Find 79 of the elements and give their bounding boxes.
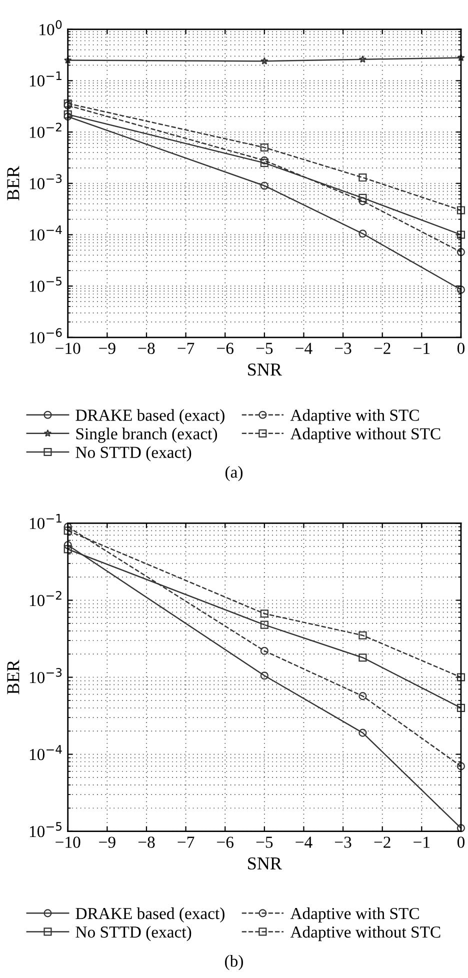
legend-label: Single branch (exact) <box>76 428 218 443</box>
x-tick-label: −9 <box>99 836 116 848</box>
point <box>64 526 72 535</box>
y-axis-title: BER <box>7 166 20 200</box>
point <box>260 610 268 618</box>
point <box>64 541 72 550</box>
x-tick-label: −1 <box>414 836 430 848</box>
text: (b) <box>225 955 243 970</box>
legend-label: Adaptive without STC <box>290 428 440 443</box>
y-axis-title: BER <box>7 660 20 694</box>
point <box>456 230 466 239</box>
point <box>358 728 367 737</box>
point <box>260 143 268 152</box>
y-tick-label: 10$^{−2}$ <box>30 122 62 138</box>
point <box>260 620 268 629</box>
legend-label: No STTD (exact) <box>76 446 192 462</box>
y-tick-label: 10$^{−4}$ <box>30 226 62 241</box>
x-tick-label: −4 <box>296 836 312 848</box>
point <box>64 99 72 108</box>
x-axis-title: SNR <box>248 857 282 870</box>
x-tick-label: −2 <box>374 342 390 354</box>
x-tick-label: −6 <box>217 342 234 354</box>
point <box>358 654 367 662</box>
point <box>456 673 466 682</box>
point <box>64 56 72 64</box>
point <box>64 545 72 554</box>
x-tick-label: −2 <box>374 836 390 848</box>
legend-label: Adaptive without STC <box>290 926 440 942</box>
point <box>64 110 72 118</box>
y-tick-label: 10$^{−1}$ <box>30 71 62 87</box>
legend-label: DRAKE based (exact) <box>76 907 224 923</box>
x-tick-label: 0 <box>457 836 465 848</box>
point <box>457 54 465 62</box>
point <box>358 55 367 63</box>
text: (a) <box>225 466 243 482</box>
x-tick-label: −9 <box>99 342 116 354</box>
x-tick-label: −7 <box>178 342 194 354</box>
y-tick-label: 10$^{0}$ <box>40 20 62 36</box>
y-tick-label: 10$^{−3}$ <box>30 174 62 190</box>
y-tick-label: 10$^{−3}$ <box>30 668 62 684</box>
x-tick-label: −3 <box>335 836 352 848</box>
point <box>358 692 367 700</box>
y-tick-label: 10$^{−1}$ <box>30 514 62 530</box>
x-tick-label: −3 <box>335 342 352 354</box>
x-tick-label: −8 <box>138 342 155 354</box>
x-tick-label: 0 <box>457 342 465 354</box>
x-tick-label: −1 <box>414 342 430 354</box>
legend-label: No STTD (exact) <box>76 926 192 942</box>
legend-label: DRAKE based (exact) <box>76 409 224 424</box>
point <box>358 631 367 640</box>
point <box>456 286 466 294</box>
point <box>358 194 367 202</box>
x-tick-label: −6 <box>217 836 234 848</box>
y-tick-label: 10$^{−5}$ <box>30 276 62 292</box>
y-tick-label: 10$^{−5}$ <box>30 822 62 838</box>
point <box>260 182 268 190</box>
x-tick-label: −7 <box>178 836 194 848</box>
point <box>260 57 268 65</box>
point <box>456 248 466 256</box>
point <box>456 704 466 712</box>
x-tick-label: −5 <box>256 342 273 354</box>
legend-label: Adaptive with STC <box>290 409 419 424</box>
x-tick-label: −8 <box>138 836 155 848</box>
point <box>260 672 268 680</box>
legend-label: Adaptive with STC <box>290 907 419 923</box>
x-tick-label: −4 <box>296 342 312 354</box>
point <box>358 174 367 182</box>
x-tick-label: −10 <box>56 342 80 354</box>
x-tick-label: −5 <box>256 836 273 848</box>
point <box>260 158 268 167</box>
point <box>260 646 268 655</box>
x-axis-title: SNR <box>248 364 282 376</box>
y-tick-label: 10$^{−2}$ <box>30 590 62 606</box>
x-tick-label: −10 <box>56 836 80 848</box>
point <box>358 230 367 238</box>
y-tick-label: 10$^{−6}$ <box>30 328 62 344</box>
point <box>456 206 466 214</box>
y-tick-label: 10$^{−4}$ <box>30 745 62 760</box>
point <box>456 762 466 770</box>
